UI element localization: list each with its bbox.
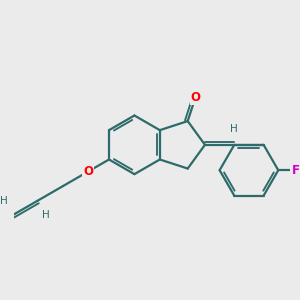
Text: F: F xyxy=(292,164,299,177)
Text: H: H xyxy=(0,196,8,206)
Text: O: O xyxy=(83,165,93,178)
Text: H: H xyxy=(42,210,50,220)
Text: O: O xyxy=(190,91,200,104)
Text: H: H xyxy=(230,124,238,134)
